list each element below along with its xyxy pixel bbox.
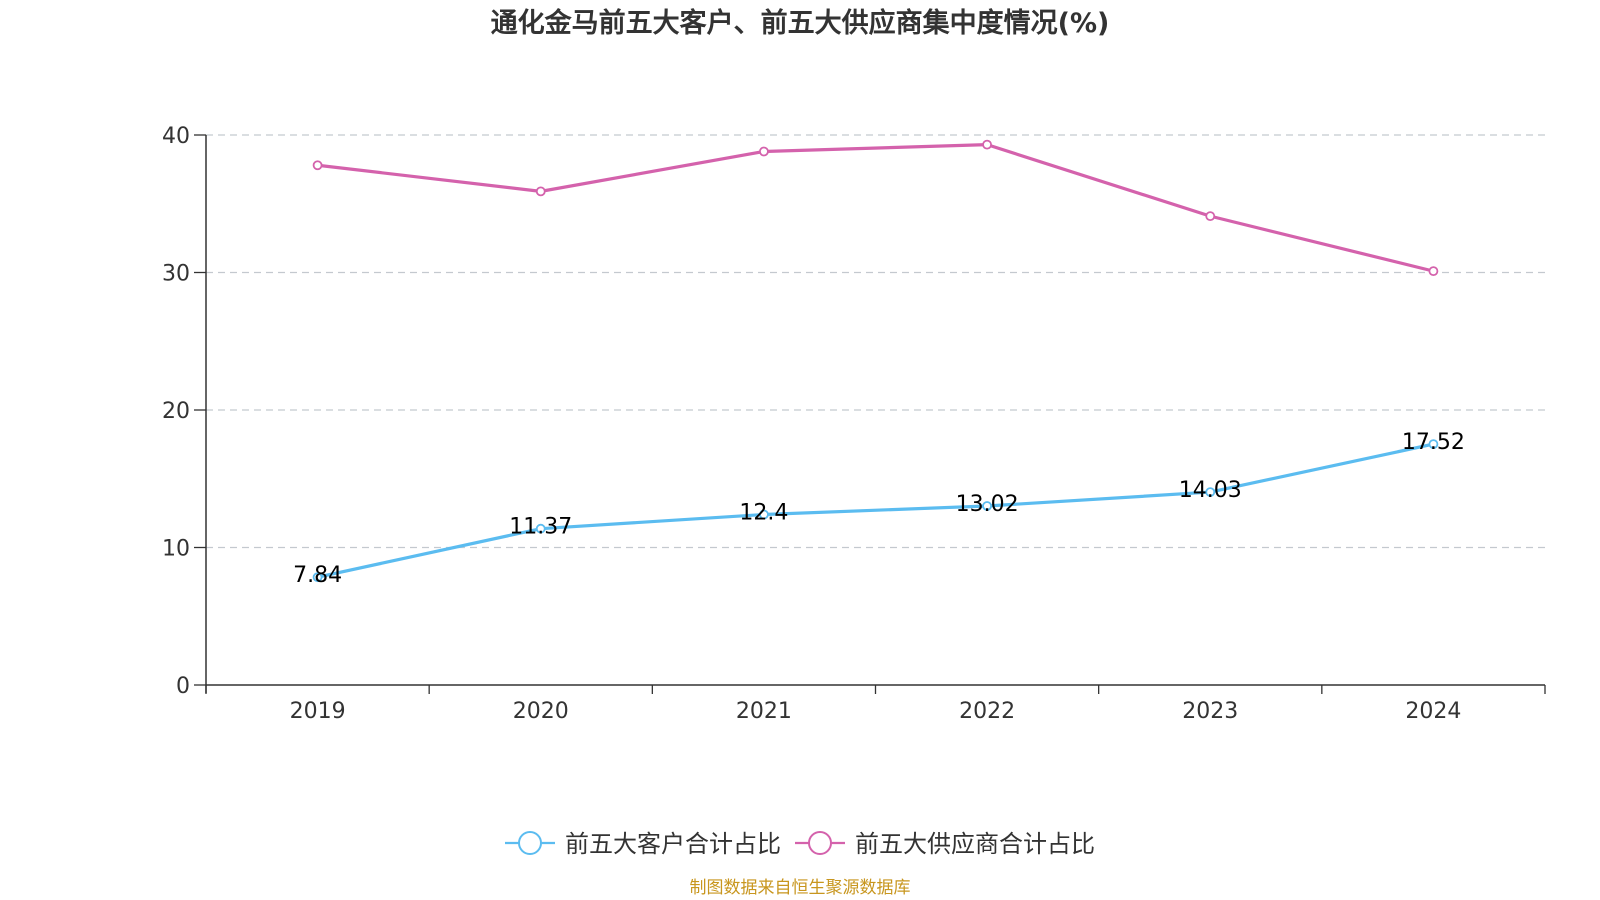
data-point[interactable]: [1428, 266, 1439, 277]
legend-marker: [518, 831, 542, 855]
y-tick-label: 10: [162, 537, 190, 562]
legend-item[interactable]: 前五大供应商合计占比: [795, 830, 1095, 858]
data-point[interactable]: [1428, 439, 1439, 450]
legend-marker: [808, 831, 832, 855]
data-point[interactable]: [535, 523, 546, 534]
legend-item[interactable]: 前五大客户合计占比: [505, 830, 781, 858]
data-point[interactable]: [982, 501, 992, 511]
x-tick-label: 2022: [959, 699, 1015, 724]
x-tick-label: 2020: [513, 699, 569, 724]
data-point[interactable]: [1205, 487, 1216, 497]
series-2: [312, 139, 1439, 277]
axes: 0 10 20 30 40 2019 2020 2021 2022 2023 2024: [162, 124, 1546, 724]
legend-label: 前五大供应商合计占比: [855, 830, 1095, 858]
data-label: 17.52: [1402, 430, 1465, 455]
x-tick-label: 2024: [1405, 699, 1461, 724]
grid-lines: [206, 134, 1545, 549]
data-label: 14.03: [1179, 478, 1242, 503]
y-tick-label: 40: [162, 124, 190, 149]
data-point[interactable]: [1205, 211, 1216, 222]
y-tick-label: 20: [162, 399, 190, 424]
y-tick-label: 30: [162, 262, 190, 287]
chart-title: 通化金马前五大客户、前五大供应商集中度情况(%): [491, 7, 1110, 39]
data-point[interactable]: [759, 146, 769, 157]
data-point[interactable]: [759, 509, 769, 520]
data-label: 11.37: [509, 515, 572, 540]
data-point[interactable]: [535, 186, 546, 197]
data-label: 7.84: [293, 563, 342, 588]
data-labels: 7.84 11.37 12.4 13.02 14.03 17.52: [293, 430, 1465, 588]
data-point[interactable]: [312, 160, 323, 171]
data-label: 12.4: [739, 501, 788, 526]
series-layer: [312, 139, 1439, 583]
data-point[interactable]: [982, 139, 992, 150]
x-tick-label: 2021: [736, 699, 792, 724]
source-note: 制图数据来自恒生聚源数据库: [690, 878, 911, 898]
legend[interactable]: 前五大客户合计占比 前五大供应商合计占比: [505, 830, 1095, 858]
data-label: 13.02: [956, 492, 1019, 517]
y-tick-label: 0: [176, 674, 190, 699]
x-tick-label: 2019: [290, 699, 346, 724]
series-line: [315, 143, 1436, 273]
x-tick-label: 2023: [1182, 699, 1238, 724]
legend-label: 前五大客户合计占比: [565, 830, 781, 858]
data-point[interactable]: [312, 572, 323, 583]
series-1: [312, 439, 1439, 583]
series-line: [315, 442, 1436, 579]
